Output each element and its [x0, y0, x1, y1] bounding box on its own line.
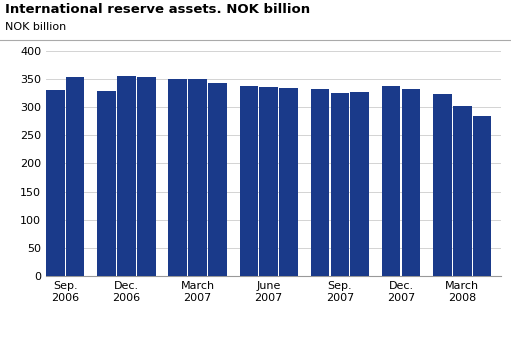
Bar — [137, 76, 156, 276]
Bar — [279, 88, 298, 276]
Bar — [402, 89, 421, 276]
Bar — [351, 92, 369, 276]
Bar — [188, 79, 207, 276]
Bar — [66, 77, 84, 276]
Bar — [240, 86, 258, 276]
Bar — [260, 87, 278, 276]
Bar — [208, 83, 227, 276]
Bar — [453, 106, 472, 276]
Text: NOK billion: NOK billion — [5, 23, 66, 32]
Bar — [311, 90, 330, 276]
Bar — [117, 76, 136, 276]
Bar — [433, 94, 452, 276]
Bar — [473, 116, 492, 276]
Text: International reserve assets. NOK billion: International reserve assets. NOK billio… — [5, 3, 310, 17]
Bar — [97, 91, 116, 276]
Bar — [382, 86, 401, 276]
Bar — [46, 90, 65, 276]
Bar — [331, 93, 349, 276]
Bar — [169, 79, 187, 276]
